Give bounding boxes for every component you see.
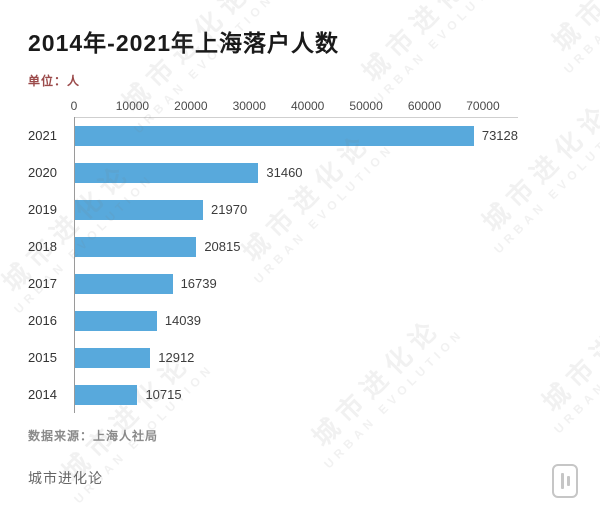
footer-brand: 城市进化论 xyxy=(28,470,103,486)
bar-row: 2017 16739 xyxy=(28,265,570,302)
unit-label: 单位：人 xyxy=(28,74,81,88)
urban-evolution-logo-icon xyxy=(552,464,578,498)
bar xyxy=(75,125,474,146)
bar-value: 14039 xyxy=(164,313,201,328)
year-label: 2015 xyxy=(28,350,57,365)
year-label: 2021 xyxy=(28,128,57,143)
bar-track: 14039 xyxy=(74,302,518,339)
year-label: 2020 xyxy=(28,165,57,180)
bar-value: 73128 xyxy=(481,128,518,143)
x-tick-label: 10000 xyxy=(115,99,150,113)
bar-row: 2015 12912 xyxy=(28,339,570,376)
bar-value: 21970 xyxy=(211,202,248,217)
bar-track: 20815 xyxy=(74,228,518,265)
bar xyxy=(75,273,173,294)
year-label: 2016 xyxy=(28,313,57,328)
bar xyxy=(75,384,138,405)
year-label: 2018 xyxy=(28,239,57,254)
bar-value: 10715 xyxy=(145,387,182,402)
x-tick-label: 0 xyxy=(70,99,78,113)
data-source: 数据来源：上海人社局 xyxy=(28,429,159,443)
bar-track: 10715 xyxy=(74,376,518,413)
bar-track: 31460 xyxy=(74,154,518,191)
bar-value: 16739 xyxy=(180,276,217,291)
bar xyxy=(75,310,157,331)
bar-row: 2019 21970 xyxy=(28,191,570,228)
bar-value: 20815 xyxy=(204,239,241,254)
bar-row: 2018 20815 xyxy=(28,228,570,265)
bar-row: 2016 14039 xyxy=(28,302,570,339)
x-tick-label: 60000 xyxy=(407,99,442,113)
x-tick-label: 40000 xyxy=(290,99,325,113)
bar-track: 16739 xyxy=(74,265,518,302)
bar-track: 21970 xyxy=(74,191,518,228)
bar-rows: 2021 73128 2020 31460 2019 21970 2018 20815 2017… xyxy=(28,117,570,413)
year-label: 2014 xyxy=(28,387,57,402)
bar-chart: 0 10000 20000 30000 40000 50000 60000 70000 202… xyxy=(28,99,570,413)
bar xyxy=(75,347,151,368)
year-label: 2019 xyxy=(28,202,57,217)
bar xyxy=(75,236,197,257)
bar-row: 2021 73128 xyxy=(28,117,570,154)
year-label: 2017 xyxy=(28,276,57,291)
bar-row: 2020 31460 xyxy=(28,154,570,191)
bar-value: 31460 xyxy=(266,165,303,180)
x-axis: 0 10000 20000 30000 40000 50000 60000 70000 xyxy=(70,99,518,117)
bar-track: 73128 xyxy=(74,117,518,154)
x-tick-label: 20000 xyxy=(174,99,208,113)
page-title: 2014年-2021年上海落户人数 xyxy=(28,30,339,56)
x-tick-label: 70000 xyxy=(466,99,500,113)
bar xyxy=(75,199,204,220)
bar-row: 2014 10715 xyxy=(28,376,570,413)
x-tick-label: 50000 xyxy=(349,99,383,113)
bar-track: 12912 xyxy=(74,339,518,376)
bar xyxy=(75,162,259,183)
bar-value: 12912 xyxy=(158,350,195,365)
x-tick-label: 30000 xyxy=(232,99,266,113)
